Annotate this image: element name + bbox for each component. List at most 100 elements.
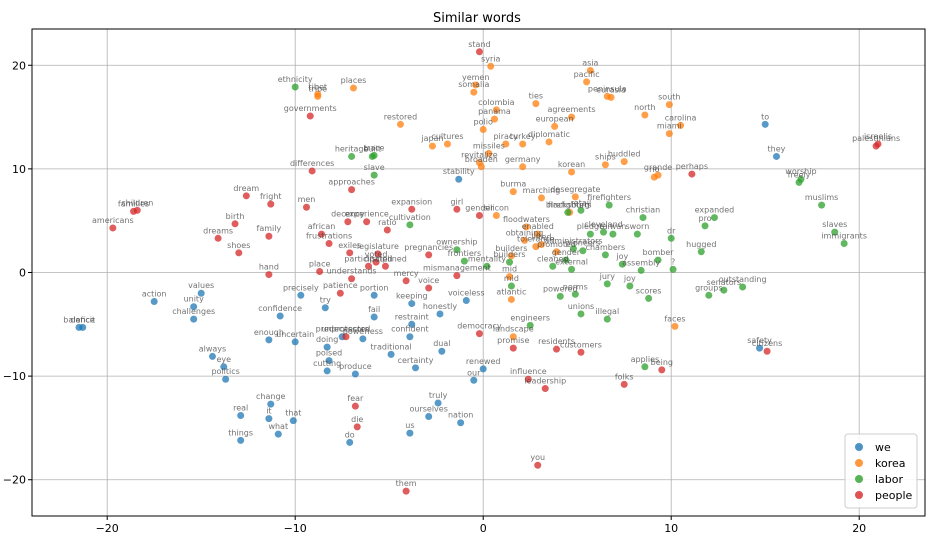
scatter-point-people: [402, 487, 410, 495]
point-label: firefighters: [587, 193, 631, 202]
scatter-point-labor: [453, 246, 461, 254]
point-label: patience: [323, 281, 358, 290]
scatter-point-we: [267, 400, 275, 408]
point-label: external: [555, 257, 588, 266]
scatter-point-we: [274, 430, 282, 438]
point-label: silicon: [484, 204, 509, 213]
scatter-point-korea: [507, 252, 515, 260]
scatter-point-people: [534, 461, 542, 469]
point-label: faces: [664, 314, 685, 323]
point-label: unions: [568, 302, 595, 311]
scatter-point-korea: [551, 122, 559, 130]
point-label: builders: [493, 250, 525, 259]
scatter-point-labor: [564, 208, 572, 216]
scatter-point-korea: [492, 212, 500, 220]
x-tick-label: 0: [480, 522, 487, 533]
scatter-point-labor: [506, 258, 514, 266]
scatter-point-people: [553, 345, 561, 353]
point-label: place: [309, 259, 331, 268]
scatter-point-we: [462, 296, 470, 304]
point-label: taiwan: [600, 222, 627, 231]
scatter-point-people: [475, 212, 483, 220]
scatter-point-labor: [831, 228, 839, 236]
scatter-point-we: [406, 429, 414, 437]
scatter-point-people: [325, 239, 333, 247]
scatter-point-people: [425, 284, 433, 292]
point-label: cleaned: [537, 254, 569, 263]
point-label: understands: [327, 267, 377, 276]
scatter-point-korea: [545, 138, 553, 146]
point-label: tolerance: [517, 235, 555, 244]
point-label: pledge: [577, 222, 604, 231]
point-label: somalia: [458, 80, 489, 89]
legend-label-people: people: [875, 489, 913, 502]
x-tick-label: −20: [96, 522, 119, 533]
point-label: grande: [644, 163, 672, 172]
scatter-point-people: [524, 375, 532, 383]
scatter-point-labor: [739, 283, 747, 291]
point-label: eye: [216, 355, 231, 364]
y-tick-label: 0: [19, 267, 26, 280]
scatter-point-we: [425, 413, 433, 421]
point-label: revitalize: [461, 151, 498, 160]
scatter-point-labor: [701, 222, 709, 230]
point-label: expanded: [695, 206, 735, 215]
point-label: places: [341, 76, 367, 85]
scatter-point-people: [365, 262, 373, 270]
point-label: confidence: [258, 304, 302, 313]
point-label: pioneers: [566, 239, 601, 248]
point-label: produce: [339, 362, 372, 371]
point-label: israelis: [864, 132, 892, 141]
point-label: norms: [563, 282, 588, 291]
scatter-point-people: [381, 262, 389, 270]
scatter-point-we: [756, 344, 764, 352]
scatter-point-korea: [571, 193, 579, 201]
scatter-point-we: [220, 363, 228, 371]
legend-box: [844, 433, 918, 509]
scatter-point-labor: [579, 247, 587, 255]
point-label: restored: [384, 112, 417, 121]
scatter-point-people: [374, 250, 382, 258]
scatter-point-korea: [620, 158, 628, 166]
point-label: voice: [418, 276, 439, 285]
point-label: firefighters: [548, 200, 592, 209]
point-label: frustrations: [306, 231, 352, 240]
scatter-point-labor: [406, 221, 414, 229]
scatter-point-people: [302, 203, 310, 211]
scatter-point-korea: [314, 92, 322, 100]
point-label: real: [233, 403, 248, 412]
scatter-point-labor: [571, 290, 579, 298]
point-label: heritage: [335, 144, 369, 153]
point-label: pacific: [574, 70, 600, 79]
x-tick-label: 10: [664, 522, 678, 533]
scatter-point-korea: [522, 223, 530, 231]
scatter-point-people: [109, 224, 117, 232]
point-label: renewed: [466, 357, 501, 366]
scatter-point-labor: [507, 282, 515, 290]
point-label: promoted: [537, 240, 576, 249]
point-label: stability: [443, 167, 475, 176]
point-label: exiles: [338, 241, 361, 250]
point-label: carolina: [665, 113, 697, 122]
scatter-point-korea: [470, 88, 478, 96]
scatter-point-we: [434, 399, 442, 407]
point-label: try: [320, 296, 331, 305]
scatter-point-korea: [568, 168, 576, 176]
scatter-point-labor: [645, 294, 653, 302]
point-label: floodwaters: [503, 215, 550, 224]
point-label: palestinians: [852, 134, 900, 143]
point-label: approaches: [328, 178, 375, 187]
scatter-point-we: [438, 347, 446, 355]
point-label: eurasia: [596, 85, 626, 94]
scatter-point-people: [658, 366, 666, 374]
scatter-point-korea: [479, 126, 487, 134]
scatter-point-labor: [697, 248, 705, 256]
point-label: illegal: [595, 307, 619, 316]
point-label: colombia: [478, 98, 515, 107]
scatter-point-korea: [349, 84, 357, 92]
point-label: participated: [344, 254, 392, 263]
scatter-point-people: [402, 277, 410, 285]
scatter-point-korea: [509, 188, 517, 196]
scatter-point-labor: [669, 265, 677, 273]
